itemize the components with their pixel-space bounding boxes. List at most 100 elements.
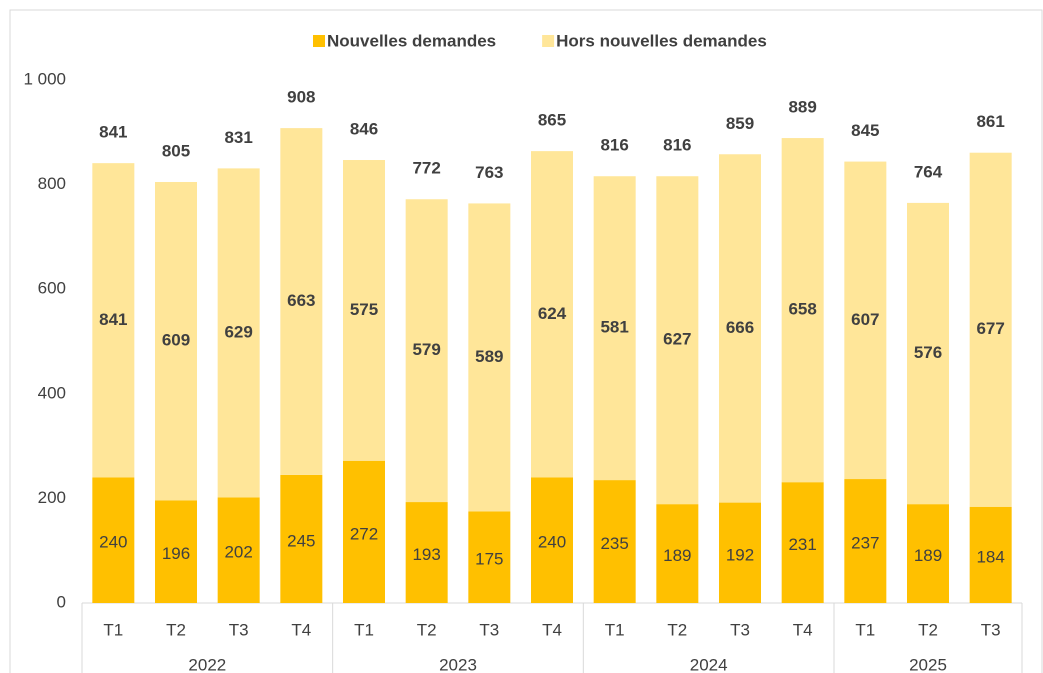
x-tick-label: T2: [918, 620, 938, 639]
bar-segment: [593, 480, 636, 603]
bar-segment: [531, 477, 573, 603]
data-label: 240: [99, 533, 127, 552]
x-tick-label: T1: [354, 620, 374, 639]
y-tick-label: 0: [57, 592, 66, 611]
data-label: 196: [162, 544, 190, 563]
bar-segment: [280, 474, 323, 603]
x-tick-label: T2: [667, 620, 687, 639]
bar-segment: [656, 176, 699, 505]
bar-segment: [844, 479, 887, 603]
data-label: 841: [99, 310, 127, 329]
data-label: 245: [287, 531, 315, 550]
bar-segment: [719, 502, 761, 603]
y-tick-label: 800: [38, 174, 66, 193]
x-tick-label: T3: [981, 620, 1001, 639]
bar-segment: [468, 511, 511, 603]
data-label: 272: [350, 524, 378, 543]
data-label: 237: [851, 534, 879, 553]
x-tick-label: T4: [291, 620, 311, 639]
data-label: 581: [600, 318, 628, 337]
total-label: 861: [976, 112, 1004, 131]
data-label: 589: [475, 347, 503, 366]
bar-segment: [844, 161, 887, 480]
total-label: 859: [726, 114, 754, 133]
data-label: 576: [914, 343, 942, 362]
total-label: 805: [162, 141, 190, 160]
total-label: 764: [914, 162, 943, 181]
x-tick-label: T3: [730, 620, 750, 639]
data-label: 663: [287, 291, 315, 310]
data-label: 192: [726, 545, 754, 564]
data-label: 240: [538, 533, 566, 552]
bar-segment: [280, 128, 323, 475]
x-tick-label: T1: [605, 620, 625, 639]
bar-segment: [343, 160, 385, 461]
data-label: 627: [663, 330, 691, 349]
total-label: 908: [287, 88, 315, 107]
total-label: 763: [475, 163, 503, 182]
total-label: 841: [99, 123, 127, 142]
x-tick-label: T3: [229, 620, 249, 639]
data-label: 579: [412, 340, 440, 359]
bar-segment: [907, 202, 949, 505]
x-tick-label: T1: [855, 620, 875, 639]
bar-segment: [468, 203, 511, 512]
y-tick-label: 400: [38, 383, 66, 402]
bar-segment: [155, 181, 197, 501]
bar-segment: [92, 163, 135, 478]
group-label: 2024: [690, 655, 728, 673]
data-label: 202: [224, 543, 252, 562]
legend-label: Nouvelles demandes: [327, 31, 496, 50]
bar-segment: [781, 138, 824, 483]
data-label: 575: [350, 300, 378, 319]
total-label: 845: [851, 121, 879, 140]
data-label: 624: [538, 304, 567, 323]
data-label: 189: [914, 546, 942, 565]
data-label: 629: [224, 322, 252, 341]
group-label: 2025: [909, 655, 947, 673]
bar-segment: [593, 176, 636, 481]
y-tick-label: 1 000: [23, 69, 66, 88]
legend-swatch: [542, 35, 555, 47]
bar-segment: [781, 482, 824, 603]
data-label: 235: [600, 534, 628, 553]
y-tick-label: 200: [38, 488, 66, 507]
data-label: 658: [788, 300, 816, 319]
total-label: 816: [663, 136, 691, 155]
group-label: 2022: [188, 655, 226, 673]
total-label: 816: [600, 136, 628, 155]
group-label: 2023: [439, 655, 477, 673]
x-tick-label: T2: [417, 620, 437, 639]
bar-segment: [719, 154, 761, 503]
data-label: 677: [976, 319, 1004, 338]
data-label: 607: [851, 310, 879, 329]
data-label: 175: [475, 550, 503, 569]
total-label: 865: [538, 111, 566, 130]
total-label: 889: [788, 98, 816, 117]
bar-segment: [531, 151, 573, 478]
data-label: 231: [788, 535, 816, 554]
bar-segment: [92, 477, 135, 603]
total-label: 772: [412, 159, 440, 178]
data-label: 609: [162, 331, 190, 350]
chart-frame: [9, 9, 1043, 673]
bar-segment: [155, 500, 197, 603]
total-label: 846: [350, 120, 378, 139]
y-tick-label: 600: [38, 279, 66, 298]
bar-segment: [405, 502, 448, 603]
legend-swatch: [313, 35, 325, 47]
x-tick-label: T4: [542, 620, 562, 639]
bar-segment: [405, 199, 448, 503]
bar-segment: [343, 460, 385, 603]
bar-segment: [907, 504, 949, 603]
bar-segment: [969, 152, 1012, 507]
data-label: 193: [412, 545, 440, 564]
x-tick-label: T2: [166, 620, 186, 639]
bar-segment: [217, 168, 260, 498]
legend-label: Hors nouvelles demandes: [556, 31, 767, 50]
x-tick-label: T1: [103, 620, 123, 639]
x-tick-label: T3: [479, 620, 499, 639]
bar-segment: [969, 506, 1012, 603]
